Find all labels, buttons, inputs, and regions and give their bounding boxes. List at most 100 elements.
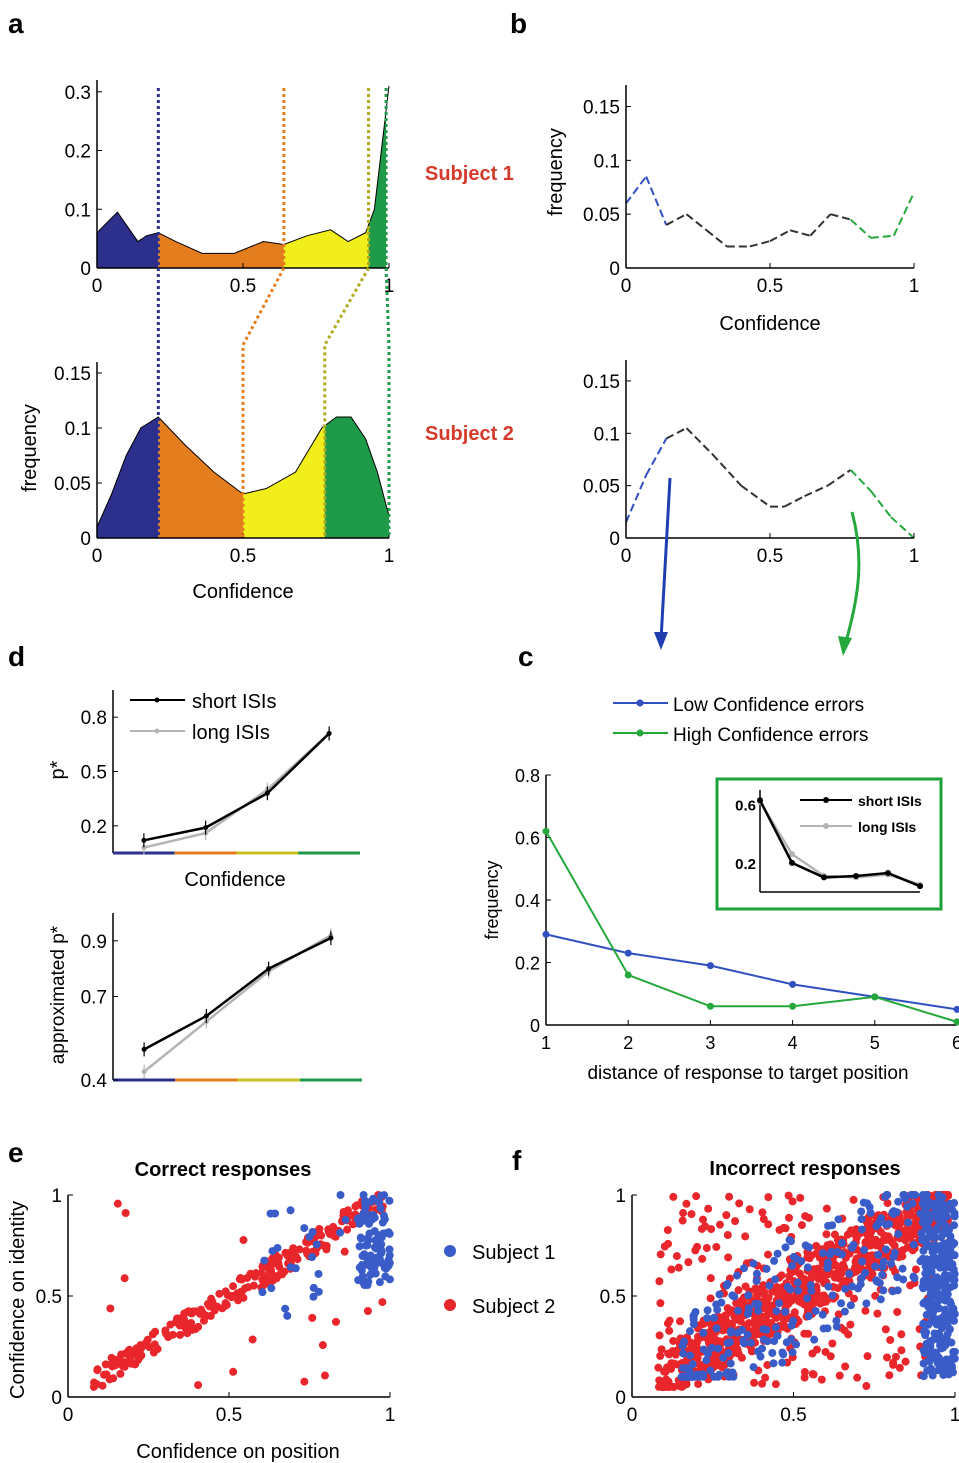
e-xtick-label-2: 1 xyxy=(385,1405,396,1426)
e-subject2-point-227 xyxy=(229,1368,237,1376)
f-subject1-point-362 xyxy=(951,1348,959,1356)
inset-short-isis-point-1 xyxy=(757,797,763,803)
panel-d-top-xlabel: Confidence xyxy=(184,869,285,891)
e-subject2-point-176 xyxy=(110,1359,118,1367)
f-subject1-point-167 xyxy=(819,1311,827,1319)
b_top-segment-4 xyxy=(707,230,727,246)
f-ytick-label-0: 0 xyxy=(615,1388,626,1409)
e-subject2-point-241 xyxy=(116,1370,124,1378)
high-confidence-point-3 xyxy=(707,1003,714,1010)
panel-c-inset: 0.20.6 short ISIslong ISIs xyxy=(717,779,941,909)
f-subject1-point-493 xyxy=(920,1346,928,1354)
panel-b-xlabel: Confidence xyxy=(719,313,820,335)
e-subject2-point-105 xyxy=(94,1365,102,1373)
f-subject2-point-781 xyxy=(703,1244,711,1252)
e-subject2-point-238 xyxy=(121,1350,129,1358)
f-subject1-point-168 xyxy=(770,1257,778,1265)
e-subject1-point-55 xyxy=(380,1212,388,1220)
f-subject1-point-292 xyxy=(939,1371,947,1379)
f-subject1-point-489 xyxy=(714,1345,722,1353)
e-subject2-point-213 xyxy=(239,1236,247,1244)
f-subject1-point-7 xyxy=(734,1307,742,1315)
high-confidence-point-2 xyxy=(625,972,632,979)
f-subject1-point-490 xyxy=(716,1290,724,1298)
f-subject2-point-837 xyxy=(693,1243,701,1251)
e-subject2-point-102 xyxy=(319,1341,327,1349)
f-subject1-point-372 xyxy=(919,1299,927,1307)
f-subject1-point-394 xyxy=(824,1283,832,1291)
f-subject2-point-870 xyxy=(853,1374,861,1382)
f-subject1-point-398 xyxy=(925,1216,933,1224)
d_top-short-isis-point-4 xyxy=(327,731,332,736)
f-subject1-point-247 xyxy=(734,1329,742,1337)
e-subject1-point-68 xyxy=(283,1312,291,1320)
f-subject2-point-898 xyxy=(831,1270,839,1278)
f-ytick-label-2: 1 xyxy=(615,1186,626,1207)
f-subject1-point-416 xyxy=(947,1367,955,1375)
low-confidence-point-4 xyxy=(789,981,796,988)
high-confidence-point-4 xyxy=(789,1003,796,1010)
e-subject2-point-11 xyxy=(332,1318,340,1326)
f-subject1-point-386 xyxy=(789,1317,797,1325)
e-subject1-point-64 xyxy=(300,1224,308,1232)
f-subject1-point-148 xyxy=(758,1345,766,1353)
d_top-short-isis-point-2 xyxy=(203,825,208,830)
f-subject1-point-482 xyxy=(927,1365,935,1373)
f-subject1-point-387 xyxy=(727,1359,735,1367)
f-subject1-point-338 xyxy=(760,1336,768,1344)
f-subject1-point-259 xyxy=(703,1314,711,1322)
f-ytick-label-1: 0.5 xyxy=(600,1287,626,1308)
f-subject2-point-455 xyxy=(785,1192,793,1200)
e-subject2-point-153 xyxy=(249,1335,257,1343)
e-subject2-point-248 xyxy=(272,1273,280,1281)
f-subject1-point-24 xyxy=(838,1239,846,1247)
f-subject2-point-643 xyxy=(831,1231,839,1239)
e-subject1-point-119 xyxy=(271,1210,279,1218)
f-subject1-point-509 xyxy=(936,1211,944,1219)
f-subject1-point-517 xyxy=(834,1215,842,1223)
a_top-ytick-label-1: 0.1 xyxy=(65,200,91,221)
f-subject1-point-488 xyxy=(882,1221,890,1229)
panel-label-f: f xyxy=(512,1145,522,1176)
f-subject1-point-125 xyxy=(781,1308,789,1316)
e-subject2-point-214 xyxy=(169,1331,177,1339)
f-subject1-point-72 xyxy=(841,1308,849,1316)
b_top-segment-13 xyxy=(894,193,914,236)
f-subject1-point-304 xyxy=(794,1287,802,1295)
e-subject2-point-239 xyxy=(119,1362,127,1370)
f-subject1-point-324 xyxy=(858,1225,866,1233)
high-confidence-point-1 xyxy=(543,828,550,835)
f-subject2-point-524 xyxy=(676,1317,684,1325)
f-subject1-point-473 xyxy=(858,1215,866,1223)
f-subject1-point-472 xyxy=(726,1338,734,1346)
b_top-segment-1 xyxy=(646,177,666,225)
f-subject2-point-678 xyxy=(764,1220,772,1228)
e-subject2-point-136 xyxy=(122,1209,130,1217)
e-subject2-point-85 xyxy=(341,1248,349,1256)
e-subject1-point-71 xyxy=(382,1262,390,1270)
f-subject2-point-598 xyxy=(801,1368,809,1376)
threshold-line-orange xyxy=(243,88,284,538)
b_bottom-segment-3 xyxy=(686,428,712,454)
f-subject1-point-96 xyxy=(882,1245,890,1253)
a_bottom-yellow-area xyxy=(243,426,325,538)
d_top-short-isis-point-3 xyxy=(265,791,270,796)
f-subject2-point-174 xyxy=(698,1255,706,1263)
f-subject1-point-380 xyxy=(879,1263,887,1271)
f-subject1-point-333 xyxy=(948,1260,956,1268)
f-subject1-point-352 xyxy=(941,1264,949,1272)
e-subject1-point-88 xyxy=(287,1206,295,1214)
e-subject2-point-212 xyxy=(229,1282,237,1290)
f-subject2-point-541 xyxy=(664,1240,672,1248)
f-subject1-point-465 xyxy=(699,1329,707,1337)
e-subject2-point-125 xyxy=(238,1276,246,1284)
subject1-label: Subject 1 xyxy=(425,163,514,185)
d_bottom-ytick-label-0: 0.4 xyxy=(81,1071,108,1092)
f-subject2-point-237 xyxy=(764,1251,772,1259)
f-subject1-point-487 xyxy=(866,1203,874,1211)
low-confidence-point-3 xyxy=(707,962,714,969)
a_bottom-orange-area xyxy=(158,417,243,538)
f-subject1-point-502 xyxy=(908,1191,916,1199)
f-subject1-point-267 xyxy=(749,1260,757,1268)
e-subject1-point-70 xyxy=(315,1270,323,1278)
